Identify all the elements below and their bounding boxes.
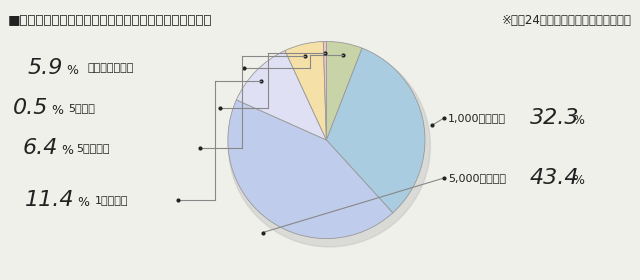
Wedge shape [326,48,425,213]
Text: ■家庭裁判所における遺産価額別の遺産分割事件の割合: ■家庭裁判所における遺産価額別の遺産分割事件の割合 [8,14,212,27]
Text: 1億円以下: 1億円以下 [95,195,129,205]
Wedge shape [236,51,326,140]
Text: 0.5: 0.5 [13,98,48,118]
Ellipse shape [228,45,430,247]
Text: %: % [77,197,89,209]
Text: 11.4: 11.4 [24,190,74,210]
Text: 5億円以下: 5億円以下 [76,143,109,153]
Text: 1,000万円以下: 1,000万円以下 [448,113,506,123]
Text: %: % [572,115,584,127]
Text: 算定不能・不詳: 算定不能・不詳 [88,63,134,73]
Text: %: % [572,174,584,188]
Wedge shape [323,41,326,140]
Text: %: % [51,104,63,118]
Text: 32.3: 32.3 [530,108,579,128]
Text: 5,000万円以下: 5,000万円以下 [448,173,506,183]
Text: 43.4: 43.4 [530,168,579,188]
Text: 6.4: 6.4 [22,138,58,158]
Text: 5.9: 5.9 [28,58,63,78]
Wedge shape [326,41,362,140]
Wedge shape [285,41,326,140]
Text: %: % [66,64,78,78]
Wedge shape [228,100,393,239]
Text: ※平成24年度司法統計年表を元に作成: ※平成24年度司法統計年表を元に作成 [502,14,632,27]
Text: %: % [61,144,73,157]
Text: 5億円超: 5億円超 [68,103,95,113]
